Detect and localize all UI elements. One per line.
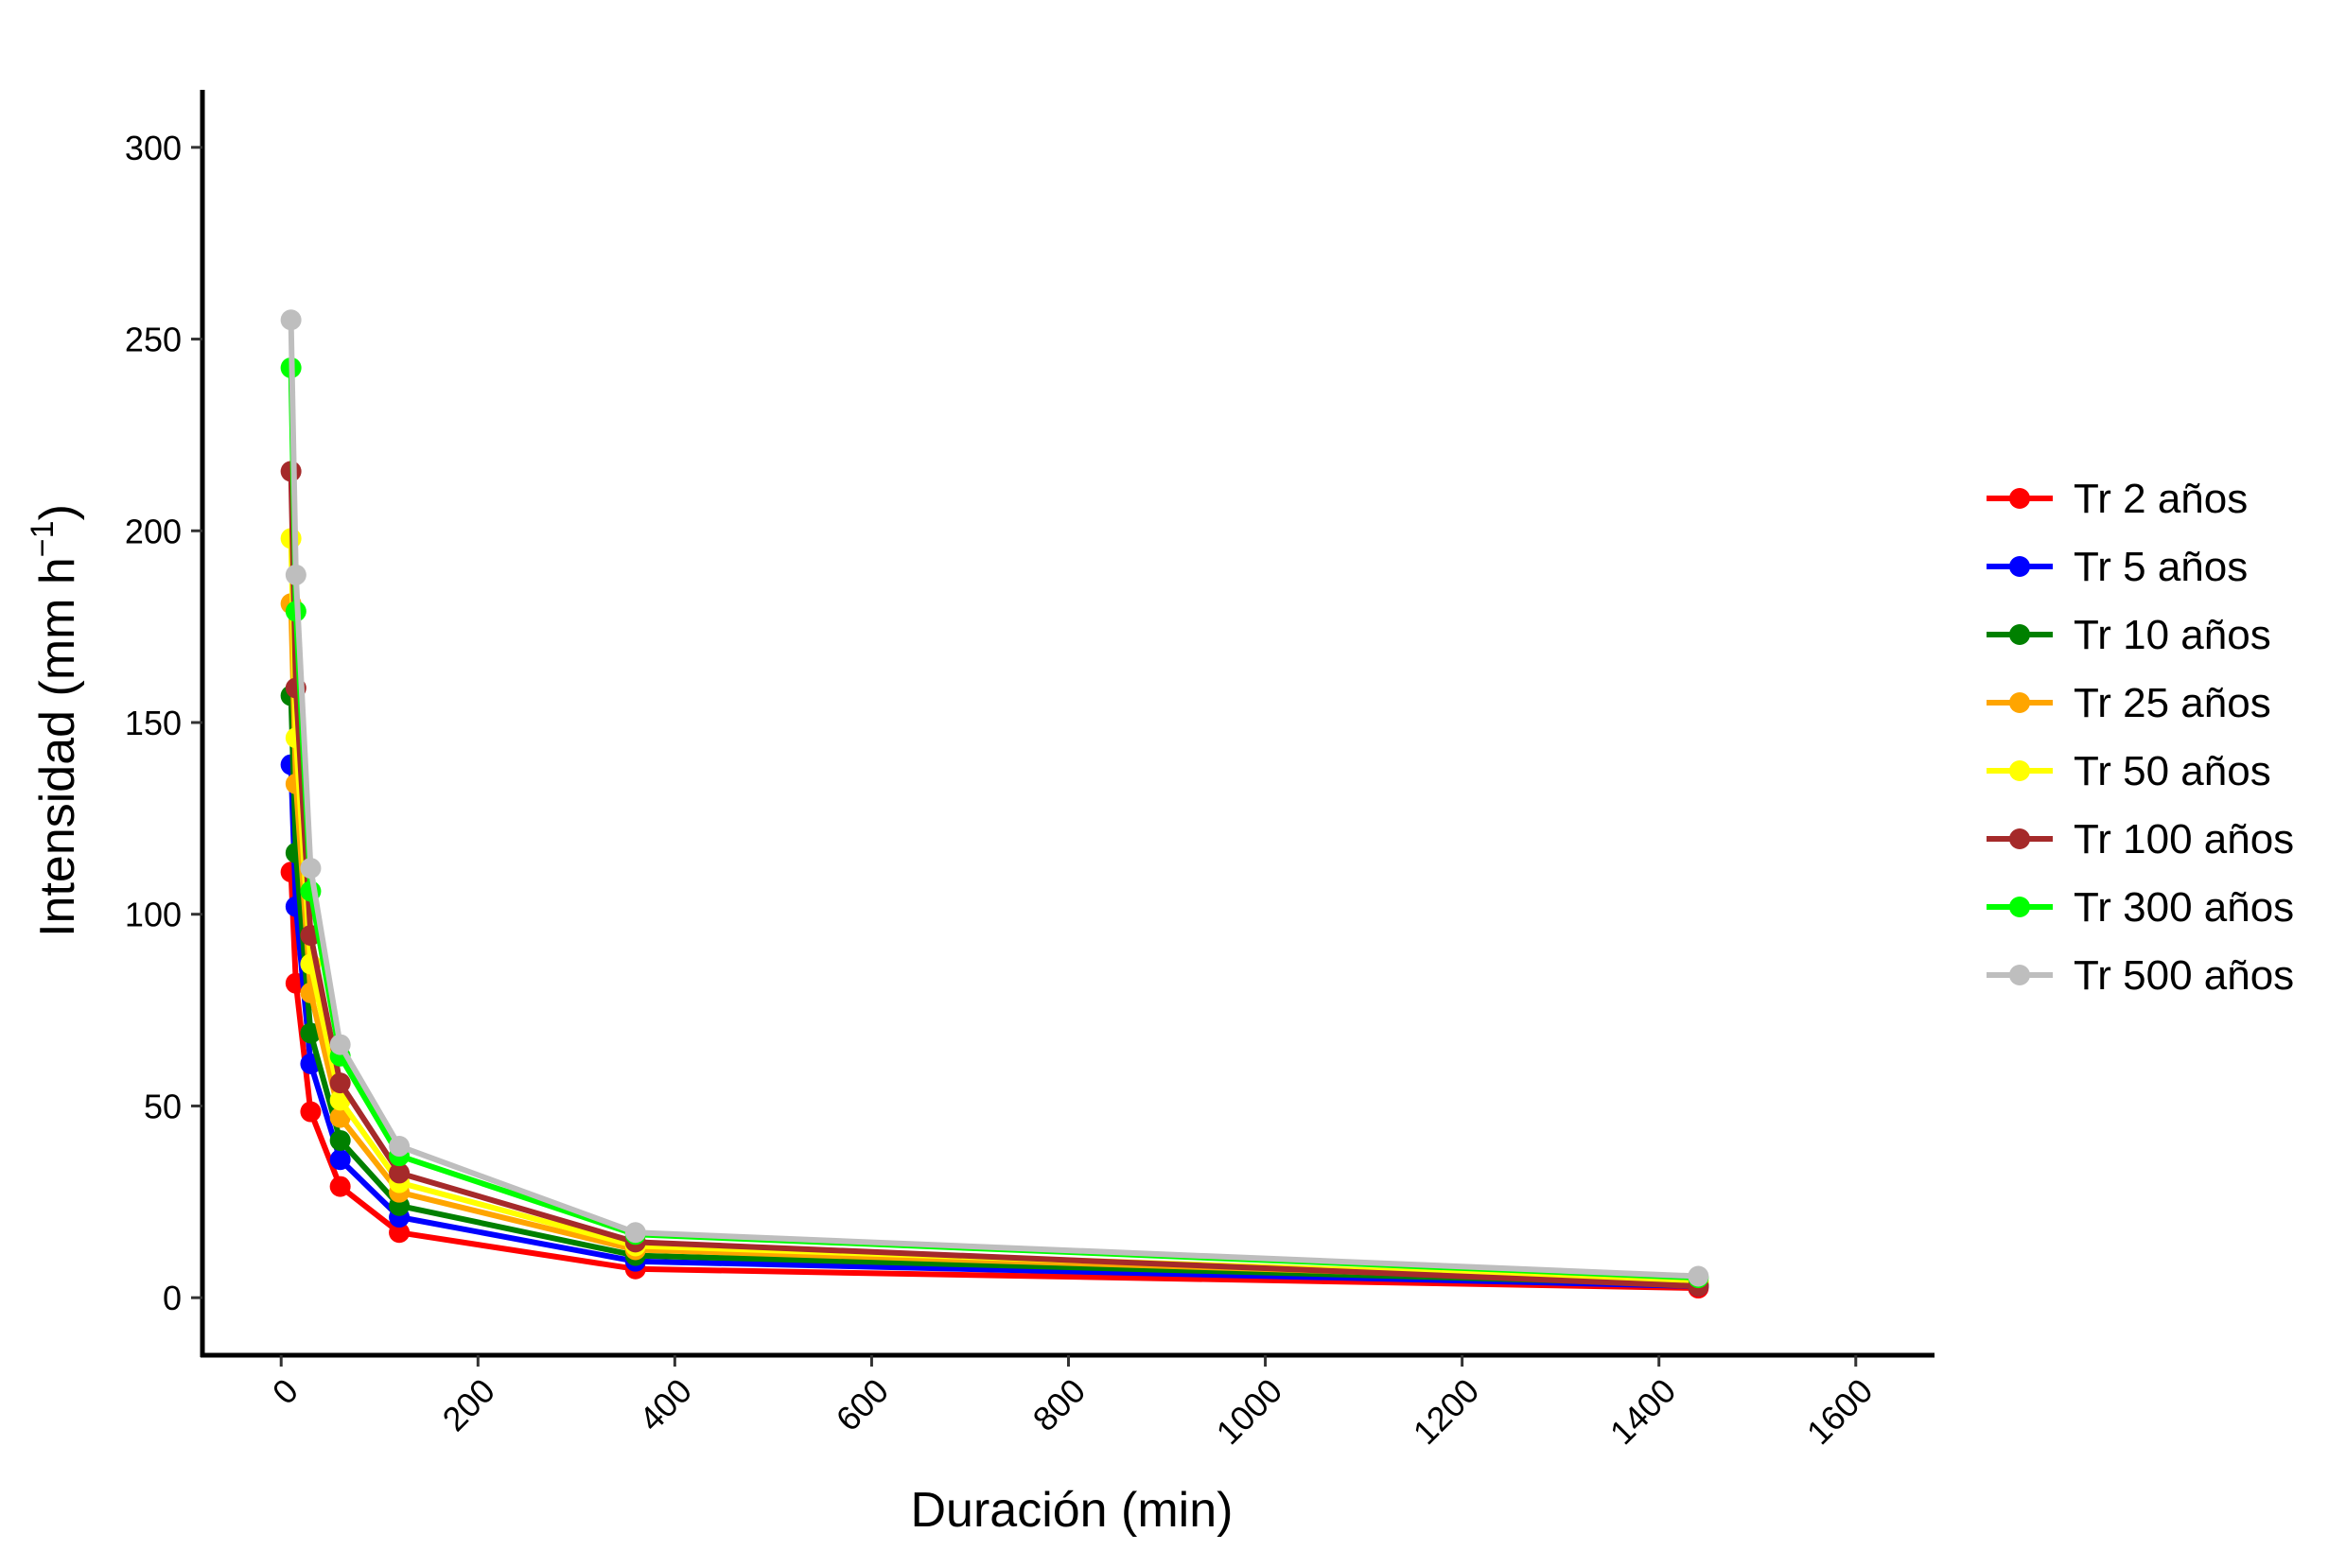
y-axis-title: Intensidad (mm h−1)	[25, 504, 85, 937]
x-tick-label: 1600	[1799, 1371, 1881, 1453]
data-point	[1688, 1265, 1709, 1287]
legend-item: Tr 500 años	[1987, 952, 2294, 999]
x-tick-label: 1400	[1602, 1371, 1684, 1453]
legend-item: Tr 2 años	[1987, 476, 2248, 522]
legend-label: Tr 2 años	[2074, 476, 2248, 522]
legend-marker	[2009, 624, 2030, 645]
series-line	[288, 538, 1699, 1284]
legend-label: Tr 500 años	[2074, 952, 2294, 999]
series-layer	[280, 309, 1709, 1299]
series-7	[280, 357, 1709, 1289]
y-tick-label: 100	[125, 896, 182, 934]
legend-marker	[2009, 965, 2030, 985]
series-line	[288, 320, 1699, 1280]
legend: Tr 2 años Tr 5 años Tr 10 años Tr 25 años Tr…	[1987, 476, 2294, 999]
legend-item: Tr 10 años	[1987, 612, 2271, 658]
y-tick-label: 50	[144, 1087, 182, 1125]
legend-label: Tr 100 años	[2074, 816, 2294, 862]
data-point	[329, 1129, 351, 1151]
series-8	[280, 309, 1709, 1287]
x-axis-title: Duración (min)	[911, 1483, 1234, 1538]
y-tick-label: 250	[125, 321, 182, 359]
legend-item: Tr 50 años	[1987, 748, 2271, 794]
data-point	[329, 1072, 351, 1094]
legend-marker	[2009, 692, 2030, 713]
x-tick-label: 1000	[1209, 1371, 1290, 1453]
data-point	[389, 1136, 411, 1158]
data-point	[329, 1034, 351, 1055]
series-line	[288, 367, 1699, 1281]
legend-marker	[2009, 556, 2030, 577]
y-tick-label: 150	[125, 704, 182, 742]
legend-label: Tr 10 años	[2074, 612, 2271, 658]
legend-marker	[2009, 828, 2030, 849]
legend-item: Tr 100 años	[1987, 816, 2294, 862]
data-point	[280, 309, 302, 331]
series-line	[288, 603, 1699, 1285]
legend-marker	[2009, 897, 2030, 917]
data-point	[329, 1176, 351, 1197]
y-tick-label: 200	[125, 512, 182, 550]
legend-label: Tr 5 años	[2074, 544, 2248, 590]
y-axis-title-close: )	[30, 504, 85, 520]
legend-item: Tr 5 años	[1987, 544, 2248, 590]
data-point	[285, 564, 306, 585]
legend-item: Tr 300 años	[1987, 884, 2294, 931]
x-tick-label: 800	[1025, 1371, 1093, 1438]
data-point	[624, 1222, 646, 1244]
legend-item: Tr 25 años	[1987, 680, 2271, 726]
data-point	[300, 858, 322, 880]
data-point	[389, 1162, 411, 1184]
data-point	[300, 1101, 322, 1123]
series-line	[288, 695, 1699, 1287]
x-tick-label: 400	[632, 1371, 699, 1438]
series-6	[280, 461, 1709, 1298]
y-tick-label: 0	[163, 1279, 182, 1317]
x-tick-label: 0	[265, 1371, 306, 1412]
x-tick-label: 1200	[1406, 1371, 1487, 1453]
y-tick-label: 300	[125, 129, 182, 167]
data-point	[300, 1022, 322, 1044]
legend-label: Tr 300 años	[2074, 884, 2294, 931]
x-tick-label: 600	[829, 1371, 896, 1438]
legend-marker	[2009, 488, 2030, 509]
data-point	[329, 1149, 351, 1171]
series-line	[288, 471, 1699, 1289]
series-5	[280, 528, 1709, 1292]
legend-marker	[2009, 760, 2030, 781]
y-axis-title-main: Intensidad (mm h	[30, 557, 85, 937]
y-axis-title-superscript: −1	[25, 520, 61, 557]
x-tick-label: 200	[434, 1371, 501, 1438]
legend-label: Tr 50 años	[2074, 748, 2271, 794]
data-point	[389, 1222, 411, 1244]
legend-label: Tr 25 años	[2074, 680, 2271, 726]
